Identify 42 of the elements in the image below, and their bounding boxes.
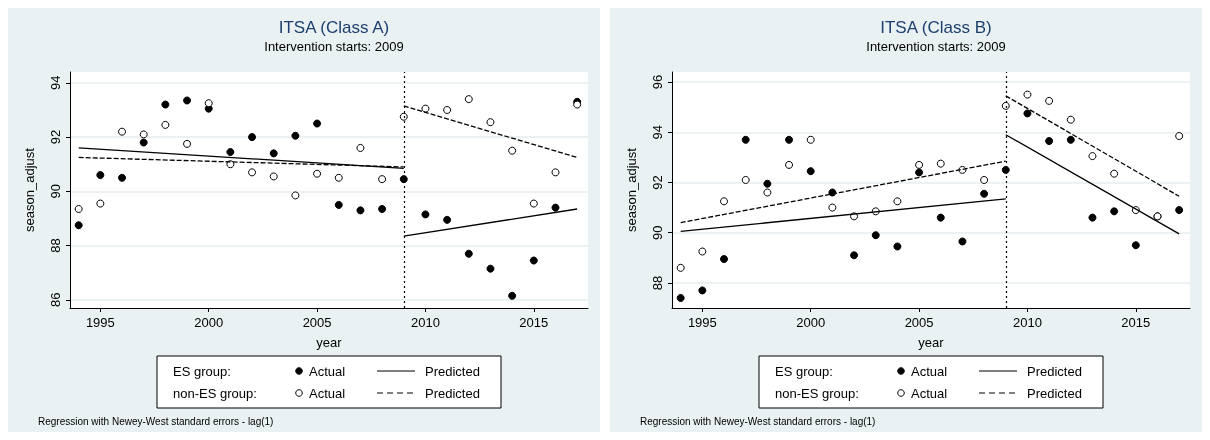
chart-title: ITSA (Class B) [880,18,992,37]
y-tick-label: 90 [48,184,63,199]
text: ES group: [173,363,231,379]
legend-label: Predicted [1027,385,1082,401]
x-tick-label: 1995 [687,315,717,330]
legend-label: Predicted [1027,363,1082,379]
x-axis-title: year [918,335,945,350]
y-axis-title: season_adjust [624,147,639,232]
x-tick-label: 2010 [1012,315,1042,330]
x-tick-label: 2015 [519,315,549,330]
legend-label: Predicted [425,363,480,379]
chart-title: ITSA (Class A) [278,18,390,37]
y-tick-label: 96 [650,74,665,90]
legend-label: Actual [911,363,948,379]
y-tick-label: 94 [650,125,665,140]
y-tick-label: 88 [650,275,665,291]
x-tick-label: 2005 [904,315,934,330]
legend-label: Actual [911,385,948,401]
legend-label: Predicted [425,385,480,401]
x-tick-label: 2000 [194,315,224,330]
x-tick-label: 2000 [796,315,826,330]
x-axis-title: year [316,335,343,350]
y-tick-label: 88 [48,238,63,253]
legend-label: Actual [309,385,346,401]
chart-subtitle: Intervention starts: 2009 [866,39,1006,54]
y-tick-label: 86 [48,292,63,308]
x-tick-label: 2015 [1121,315,1151,330]
y-axis-title: season_adjust [22,147,37,232]
x-tick-label: 2010 [410,315,440,330]
y-tick-label: 94 [48,75,63,91]
legend-label: Actual [309,363,346,379]
text: non-ES group: [173,385,257,401]
text: ES group: [775,363,833,379]
x-tick-label: 1995 [85,315,115,330]
text: Regression with Newey-West standard errors - lag(1) [38,415,274,427]
x-tick-label: 2005 [302,315,332,330]
text: non-ES group: [775,385,859,401]
y-tick-label: 92 [48,129,63,145]
y-tick-label: 92 [650,175,665,190]
text: Regression with Newey-West standard errors - lag(1) [640,415,876,427]
chart-subtitle: Intervention starts: 2009 [264,39,404,54]
y-tick-label: 90 [650,225,665,240]
